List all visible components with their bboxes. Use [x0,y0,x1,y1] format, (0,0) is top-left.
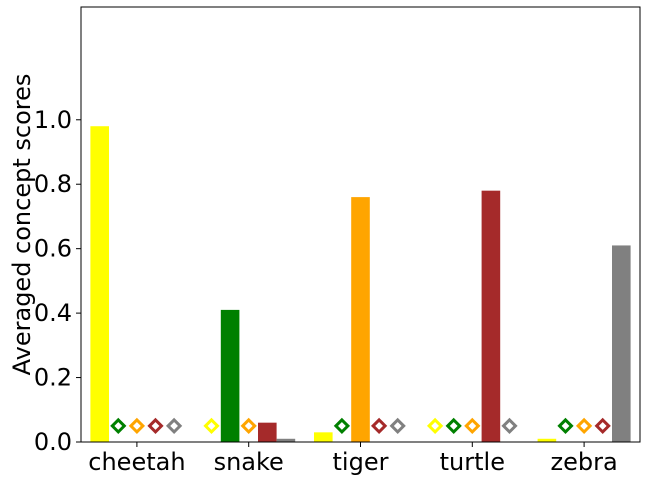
bar-snake-3 [258,422,277,442]
zero-marker-zebra-3 [594,417,611,435]
bar-turtle-3 [481,190,501,442]
zero-marker-tiger-1 [333,417,351,435]
bar-snake-4 [276,438,296,442]
x-tick-label-cheetah: cheetah [88,448,185,476]
zero-marker-zebra-1 [557,417,574,435]
y-axis-title: Averaged concept scores [8,74,36,376]
bar-zebra-0 [537,438,557,442]
y-tick-label: 0.2 [34,364,72,392]
y-tick-label: 0.8 [34,170,72,198]
zero-marker-turtle-4 [501,417,518,435]
bar-zebra-4 [612,245,631,442]
zero-marker-tiger-4 [389,417,406,435]
y-tick-label: 0.4 [34,299,72,327]
zero-marker-cheetah-2 [128,417,146,435]
y-tick-label: 0.0 [34,428,72,456]
zero-marker-cheetah-3 [147,417,164,435]
zero-marker-snake-0 [203,417,220,435]
y-tick-label: 0.6 [34,235,72,263]
x-tick-label-turtle: turtle [440,448,505,476]
zero-marker-cheetah-4 [165,417,183,435]
zero-marker-snake-2 [240,417,257,435]
zero-marker-turtle-1 [445,417,462,435]
zero-marker-cheetah-1 [110,417,127,435]
x-tick-label-tiger: tiger [333,448,389,476]
y-tick-label: 1.0 [34,106,72,134]
x-tick-label-zebra: zebra [551,448,618,476]
zero-marker-turtle-0 [426,417,444,435]
zero-marker-turtle-2 [464,417,481,435]
zero-marker-zebra-2 [575,417,593,435]
zero-marker-tiger-3 [370,417,388,435]
bar-tiger-0 [314,432,333,442]
x-tick-label-snake: snake [214,448,284,476]
bar-tiger-2 [351,197,370,442]
bar-snake-1 [220,309,240,442]
bar-cheetah-0 [90,126,109,442]
